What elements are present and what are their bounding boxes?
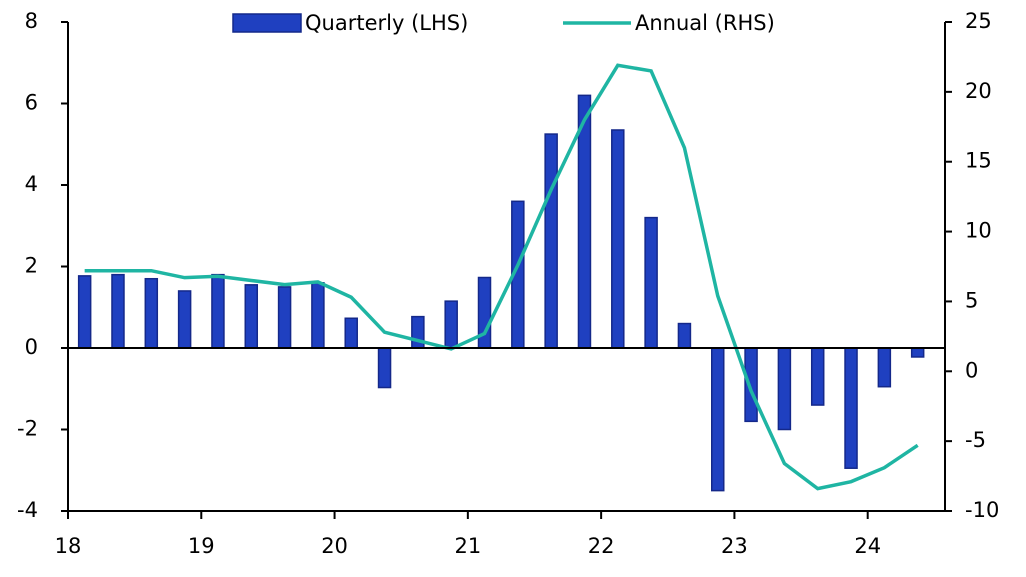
y2-tick-label: 25 bbox=[965, 9, 992, 33]
x-tick-label: 24 bbox=[854, 534, 881, 558]
bar bbox=[611, 129, 625, 349]
bar bbox=[844, 347, 858, 469]
bar bbox=[877, 347, 892, 388]
y-tick-label: 0 bbox=[25, 335, 38, 359]
y2-tick-label: 0 bbox=[965, 358, 978, 382]
y2-tick-label: 10 bbox=[965, 219, 992, 243]
x-tick-label: 21 bbox=[454, 534, 481, 558]
legend-label: Quarterly (LHS) bbox=[305, 11, 468, 35]
y-tick-label: 8 bbox=[25, 9, 38, 33]
line bbox=[84, 63, 919, 491]
y2-tick-label: 5 bbox=[965, 288, 978, 312]
bar bbox=[77, 275, 92, 349]
bar bbox=[444, 300, 458, 349]
y2-tick-label: -5 bbox=[965, 428, 986, 452]
legend-label: Annual (RHS) bbox=[635, 11, 775, 35]
x-tick-label: 23 bbox=[721, 534, 748, 558]
y2-tick-label: -10 bbox=[965, 498, 999, 522]
y2-tick-label: 15 bbox=[965, 149, 992, 173]
y-tick-label: 4 bbox=[25, 172, 38, 196]
bar bbox=[777, 347, 792, 431]
bar bbox=[211, 273, 225, 349]
y-tick-label: -2 bbox=[17, 417, 38, 441]
x-tick-label: 20 bbox=[321, 534, 348, 558]
bar bbox=[144, 277, 159, 349]
bar bbox=[244, 284, 259, 349]
x-tick-label: 18 bbox=[55, 534, 82, 558]
bar bbox=[544, 133, 558, 349]
bar bbox=[177, 290, 192, 349]
bar bbox=[644, 216, 658, 349]
bar bbox=[677, 322, 692, 349]
bar bbox=[810, 347, 825, 406]
legend-swatch bbox=[232, 13, 302, 33]
y-tick-label: 6 bbox=[25, 91, 38, 115]
bar bbox=[311, 282, 325, 349]
bar bbox=[344, 317, 358, 349]
bar bbox=[377, 347, 392, 389]
x-tick-label: 19 bbox=[188, 534, 215, 558]
bar bbox=[577, 94, 592, 349]
bar bbox=[910, 347, 925, 358]
y-tick-label: 2 bbox=[25, 254, 38, 278]
bar bbox=[277, 286, 292, 349]
x-tick-label: 22 bbox=[588, 534, 615, 558]
y2-tick-label: 20 bbox=[965, 79, 992, 103]
bar bbox=[111, 273, 125, 349]
bar bbox=[744, 347, 758, 423]
bar bbox=[711, 347, 725, 492]
y-tick-label: -4 bbox=[17, 498, 38, 522]
